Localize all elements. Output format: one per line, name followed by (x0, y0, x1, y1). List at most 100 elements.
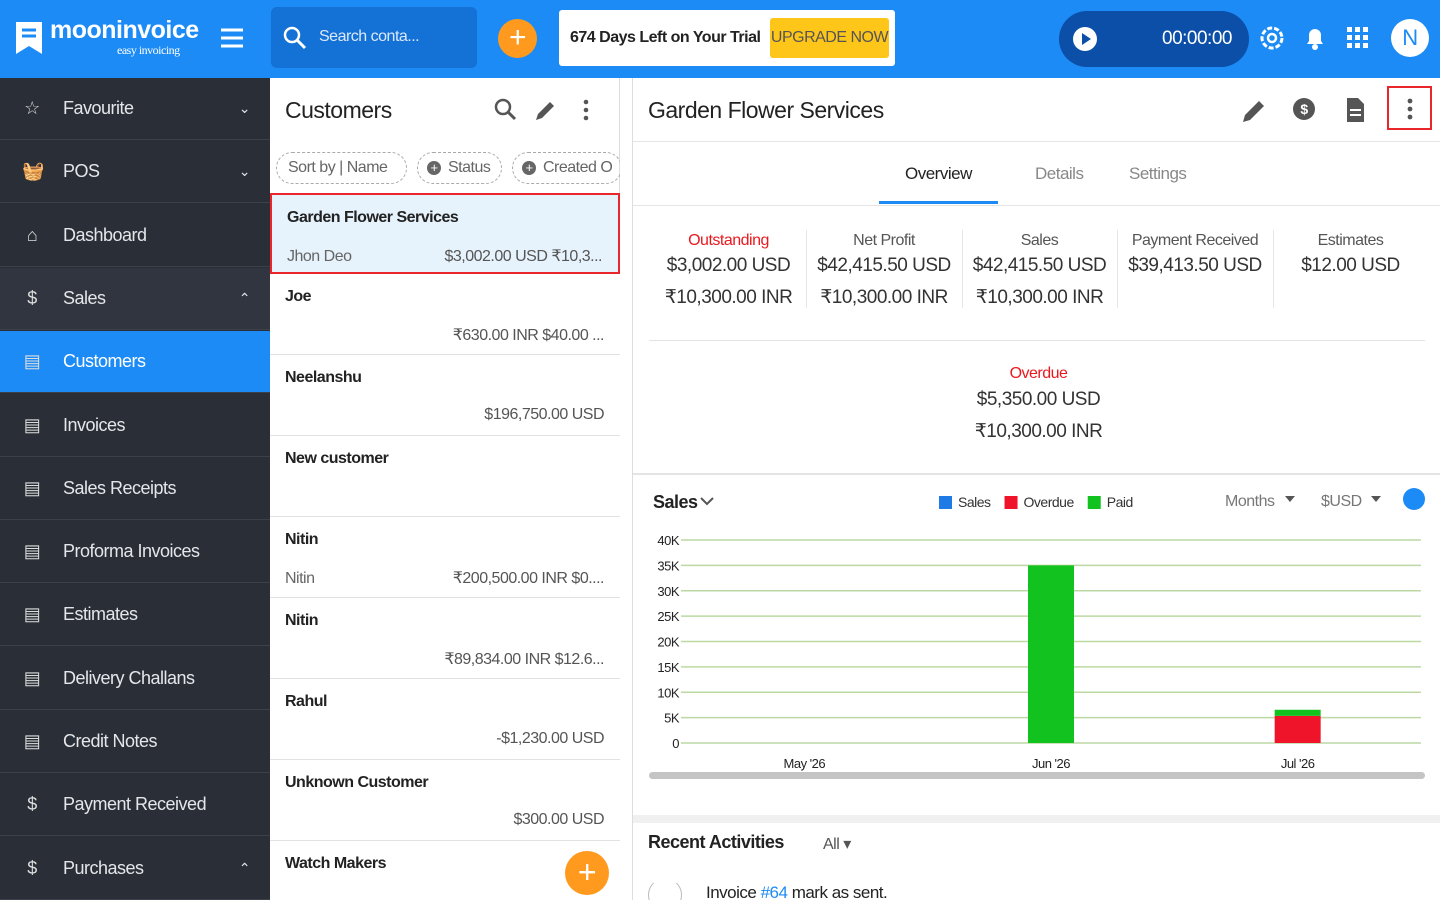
stat: Estimates $12.00 USD (1273, 230, 1428, 282)
scrollbar[interactable] (649, 772, 1425, 779)
tab[interactable]: Settings (1129, 164, 1187, 183)
apps-icon[interactable] (1347, 27, 1369, 49)
fab-add[interactable]: + (565, 851, 609, 895)
dropdown-arrow (1285, 496, 1295, 502)
upgrade-button[interactable]: UPGRADE NOW (770, 18, 889, 58)
legend-swatch (939, 496, 952, 509)
search-icon (283, 26, 307, 50)
customer-row[interactable]: Nitin ₹89,834.00 INR $12.6... (270, 598, 620, 679)
x-tick-label: May '26 (784, 756, 826, 771)
customer-contact: Jhon Deo (287, 248, 352, 265)
sidebar-item[interactable]: $ Sales ⌃ (0, 267, 270, 330)
sidebar-item[interactable]: ▤ Sales Receipts (0, 458, 270, 520)
stat-label: Sales (1020, 232, 1059, 249)
sidebar-item[interactable]: ▤ Credit Notes (0, 711, 270, 773)
customer-name: Watch Makers (285, 855, 387, 872)
chart-type-toggle[interactable] (1403, 488, 1425, 510)
legend-swatch (1087, 496, 1101, 509)
currency-select[interactable]: $USD (1321, 493, 1362, 510)
sidebar-item[interactable]: $ Purchases ⌃ (0, 838, 270, 900)
y-tick-label: 10K (657, 685, 679, 700)
customer-name: Garden Flower Services (287, 209, 459, 226)
customer-row[interactable]: Neelanshu $196,750.00 USD (270, 355, 620, 436)
sidebar-item[interactable]: ▤ Customers (0, 331, 270, 394)
sidebar-icon: ▤ (23, 541, 41, 562)
sidebar: ☆ Favourite ⌄ 🧺 POS ⌄ ⌂ Dashboard $ Sales ⌃ ▤ Custom… (0, 78, 270, 900)
customer-name: New customer (285, 450, 389, 467)
chevron: ⌃ (238, 289, 251, 306)
activities-filter[interactable]: All ▾ (823, 836, 851, 853)
search-box[interactable]: Search conta... (271, 7, 477, 68)
sidebar-icon: ⌂ (26, 224, 38, 245)
customer-contact: Nitin (285, 570, 315, 587)
dropdown-arrow (1371, 496, 1381, 502)
stat-label: Outstanding (688, 232, 769, 249)
customer-name: Joe (285, 288, 312, 305)
customer-panel: Customers Sort by | Name + Status + Created … (270, 78, 620, 900)
activity-link[interactable]: #64 (760, 883, 788, 900)
timer-text: 00:00:00 (1162, 28, 1232, 49)
sidebar-label: Delivery Challans (63, 667, 195, 688)
settings-icon[interactable] (1258, 24, 1286, 52)
menu-icon[interactable] (220, 28, 244, 48)
add-button[interactable]: + (498, 19, 537, 58)
trial-text: 674 Days Left on Your Trial (570, 29, 761, 46)
customer-amount: ₹200,500.00 INR $0.... (452, 570, 605, 587)
customer-name: Rahul (285, 693, 327, 710)
customer-row[interactable]: Joe ₹630.00 INR $40.00 ... (270, 274, 620, 355)
bell-icon[interactable] (1304, 25, 1326, 51)
filter-chip[interactable]: Sort by | Name (276, 152, 407, 184)
customer-row[interactable]: Watch Makers (270, 841, 620, 900)
filter-chip[interactable]: + Created O (512, 152, 620, 184)
tabs: Overview Details Settings (633, 142, 1440, 206)
play-button[interactable] (1073, 27, 1097, 51)
y-tick-label: 30K (657, 584, 679, 599)
customer-row[interactable]: Rahul -$1,230.00 USD (270, 679, 620, 760)
customer-row[interactable]: Garden Flower Services Jhon Deo $3,002.00 … (270, 193, 620, 274)
svg-text:$: $ (1300, 101, 1308, 117)
customer-row[interactable]: Unknown Customer $300.00 USD (270, 760, 620, 841)
sidebar-item[interactable]: ▤ Delivery Challans (0, 648, 270, 710)
activity-text: Invoice (706, 883, 761, 900)
customer-list: Garden Flower Services Jhon Deo $3,002.00 … (270, 193, 620, 900)
tab[interactable]: Details (1035, 164, 1084, 183)
tab[interactable]: Overview (879, 142, 998, 204)
sidebar-item[interactable]: ☆ Favourite ⌄ (0, 78, 270, 140)
bar (1274, 715, 1321, 743)
period-select[interactable]: Months (1225, 493, 1275, 510)
chart-title-chevron[interactable] (700, 497, 714, 506)
customer-row[interactable]: New customer (270, 436, 620, 517)
divider (633, 815, 1440, 823)
stat: Net Profit $42,415.50 USD ₹10,300.00 INR (807, 230, 963, 308)
overdue: Overdue $5,350.00 USD ₹10,300.00 INR (961, 364, 1116, 448)
detail-actions[interactable]: $ (1239, 96, 1429, 126)
sidebar-icon: ▤ (23, 731, 41, 751)
stat: Payment Received $39,413.50 USD (1118, 230, 1274, 308)
customer-amount: $300.00 USD (513, 811, 604, 828)
divider (633, 141, 1440, 142)
stat-value: $39,413.50 USD (1128, 255, 1262, 276)
customer-row[interactable]: Nitin Nitin ₹200,500.00 INR $0.... (270, 517, 620, 598)
divider (649, 340, 1425, 341)
sidebar-item[interactable]: 🧺 POS ⌄ (0, 141, 270, 204)
sidebar-item[interactable]: ▤ Proforma Invoices (0, 521, 270, 584)
sidebar-item[interactable]: ▤ Invoices (0, 395, 270, 457)
x-tick-label: Jul '26 (1281, 756, 1315, 771)
y-tick-label: 0 (672, 736, 679, 751)
filter-chip[interactable]: + Status (417, 152, 502, 184)
filter-icon: + (522, 161, 536, 175)
avatar[interactable]: N (1391, 19, 1429, 57)
more-button[interactable] (1387, 86, 1432, 130)
filter-row: Sort by | Name + Status + Created O (270, 150, 620, 186)
sidebar-item[interactable]: ⌂ Dashboard (0, 205, 270, 267)
y-tick-label: 40K (657, 533, 679, 548)
sidebar-item[interactable]: ▤ Estimates (0, 584, 270, 647)
sidebar-item[interactable]: $ Payment Received (0, 774, 270, 837)
overdue-value: $5,350.00 USD (976, 389, 1101, 410)
overdue-value: ₹10,300.00 INR (974, 421, 1103, 442)
chevron: ⌄ (238, 100, 251, 116)
panel-actions[interactable] (494, 98, 594, 124)
stat-value: $3,002.00 USD (666, 255, 791, 276)
legend-swatch (1004, 496, 1018, 509)
